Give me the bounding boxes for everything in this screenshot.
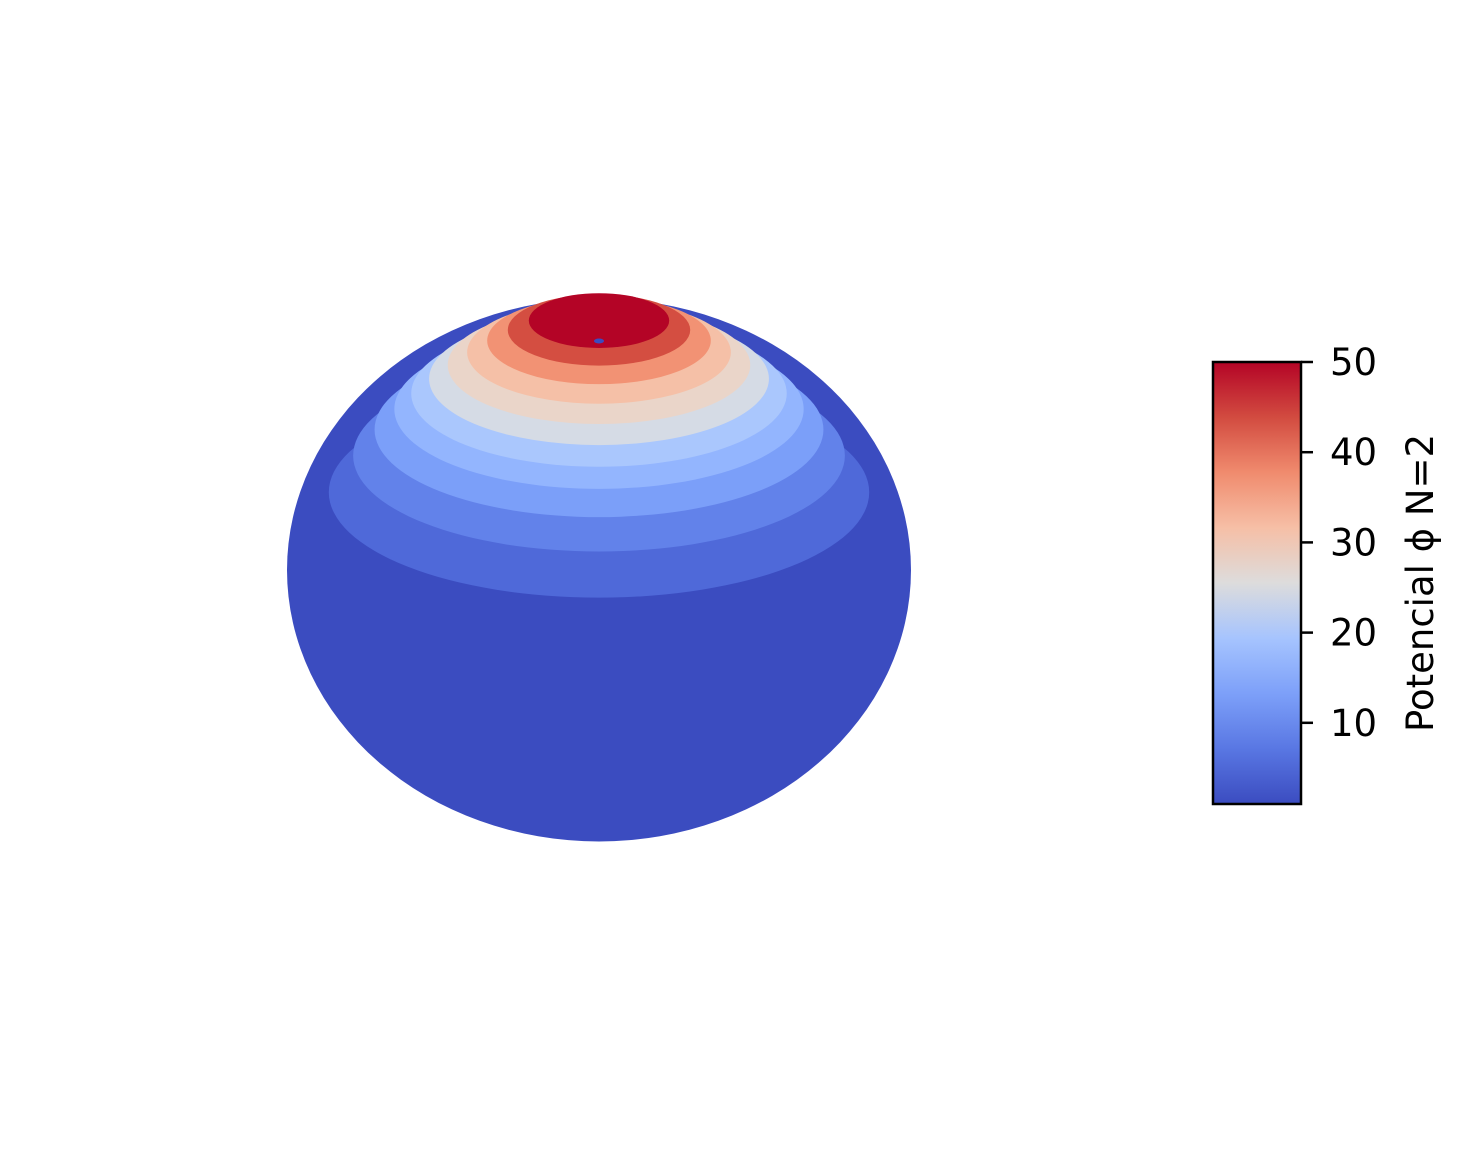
colorbar-gradient (1213, 362, 1301, 804)
colorbar-tick-label: 20 (1330, 612, 1377, 655)
colorbar-tick-label: 40 (1330, 431, 1377, 474)
colorbar-label: Potencial ϕ N=2 (1399, 434, 1442, 732)
colorbar-frame (1211, 360, 1303, 806)
contour-band (528, 293, 670, 348)
sphere-surface-plot (287, 293, 911, 842)
colorbar-ticks: 10 20 30 40 50 (1301, 341, 1377, 745)
pole-marker (594, 338, 604, 344)
colorbar-tick-label: 50 (1330, 341, 1377, 384)
colorbar: 10 20 30 40 50 Potencial ϕ N=2 (1211, 341, 1442, 806)
colorbar-tick-label: 30 (1330, 521, 1377, 564)
colorbar-tick-label: 10 (1330, 702, 1377, 745)
